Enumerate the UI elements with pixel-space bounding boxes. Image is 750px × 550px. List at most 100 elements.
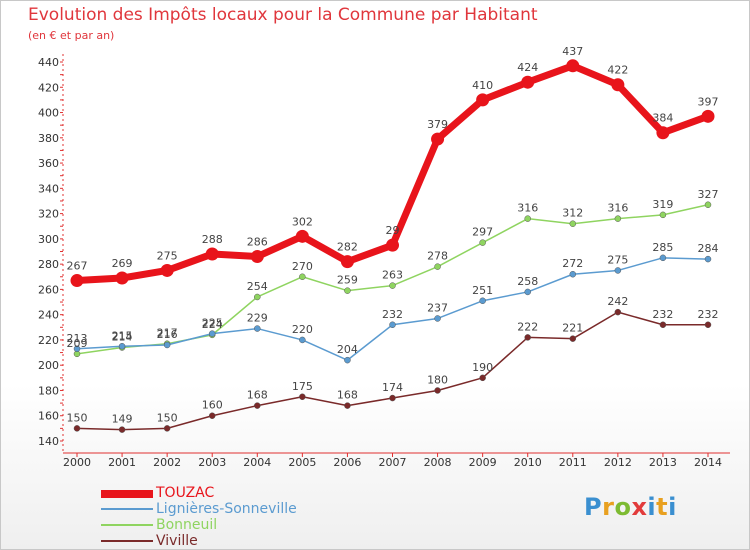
- data-label: 209: [67, 337, 88, 350]
- data-point: [118, 426, 126, 433]
- y-axis-ticks: 140 160 180 200 220 240 260 280 300 320 340 360 380 4…: [38, 56, 63, 448]
- data-label: 174: [382, 381, 403, 394]
- data-point: [208, 330, 216, 337]
- data-label: 316: [607, 202, 628, 215]
- data-point: [73, 425, 81, 432]
- data-label: 215: [112, 329, 133, 342]
- y-tick-label: 240: [38, 309, 59, 322]
- data-point: [479, 239, 486, 246]
- data-label: 217: [157, 327, 178, 340]
- x-tick-label: 2006: [333, 456, 361, 469]
- legend-label-viville: Viville: [156, 533, 198, 549]
- data-label: 286: [247, 236, 268, 249]
- data-label: 275: [157, 249, 178, 262]
- x-tick-label: 2010: [514, 456, 542, 469]
- data-point: [344, 356, 351, 364]
- data-label: 168: [247, 389, 268, 402]
- data-label: 216: [157, 328, 178, 341]
- series-touzac: [70, 59, 715, 288]
- data-label: 180: [427, 373, 448, 386]
- data-label: 222: [517, 320, 538, 333]
- data-point: [163, 425, 171, 432]
- series-layer: [70, 59, 715, 433]
- data-labels-layer: 150 149 150 160 168 175 168 174 180 190 222 221 242 2…: [67, 45, 719, 426]
- data-label: 327: [698, 188, 719, 201]
- data-point: [524, 334, 531, 341]
- data-point: [254, 325, 261, 332]
- y-tick-label: 260: [38, 283, 59, 296]
- data-point: [254, 402, 261, 409]
- data-label: 232: [652, 308, 673, 321]
- data-point: [614, 267, 622, 274]
- data-point: [299, 273, 306, 281]
- data-label: 258: [517, 275, 538, 288]
- data-point: [344, 287, 351, 294]
- data-point: [295, 229, 309, 243]
- data-point: [521, 75, 535, 89]
- data-label: 29: [386, 224, 400, 237]
- data-point: [659, 321, 667, 329]
- data-point: [389, 394, 396, 402]
- data-point: [659, 254, 667, 262]
- data-label: 397: [698, 95, 719, 108]
- data-label: 221: [562, 322, 583, 335]
- y-tick-label: 360: [38, 157, 59, 170]
- legend-label-touzac: TOUZAC: [156, 485, 215, 501]
- data-label: 275: [607, 253, 628, 266]
- x-tick-label: 2012: [604, 456, 632, 469]
- data-label: 150: [157, 411, 178, 424]
- data-label: 302: [292, 215, 313, 228]
- legend-swatch-viville: [101, 540, 153, 542]
- data-label: 214: [112, 331, 133, 344]
- data-label: 150: [67, 411, 88, 424]
- legend-swatch-bonneuil: [101, 524, 153, 526]
- x-tick-label: 2007: [379, 456, 407, 469]
- x-tick-label: 2005: [288, 456, 316, 469]
- y-tick-label: 300: [38, 233, 59, 246]
- x-tick-label: 2003: [198, 456, 226, 469]
- legend-label-bonneuil: Bonneuil: [156, 517, 218, 533]
- data-label: 190: [472, 361, 493, 374]
- data-label: 160: [202, 399, 223, 412]
- data-point: [340, 255, 354, 269]
- data-point: [434, 263, 441, 270]
- y-tick-label: 140: [38, 435, 59, 448]
- x-tick-label: 2000: [63, 456, 91, 469]
- data-point: [701, 109, 715, 123]
- x-tick-label: 2009: [469, 456, 497, 469]
- series-viville: [73, 308, 712, 433]
- x-tick-label: 2002: [153, 456, 181, 469]
- data-label: 278: [427, 250, 448, 263]
- data-label: 254: [247, 280, 268, 293]
- data-label: 270: [292, 260, 313, 273]
- data-label: 220: [292, 323, 313, 336]
- data-label: 288: [202, 233, 223, 246]
- data-label: 224: [202, 318, 223, 331]
- data-label: 204: [337, 343, 358, 356]
- data-point: [614, 308, 622, 316]
- data-label: 316: [517, 202, 538, 215]
- data-point: [569, 270, 577, 278]
- data-label: 319: [652, 198, 673, 211]
- data-point: [614, 215, 622, 222]
- data-point: [479, 374, 486, 382]
- data-label: 232: [382, 308, 403, 321]
- data-point: [479, 297, 486, 305]
- proxiti-logo: Proxiti: [584, 493, 677, 521]
- data-label: 272: [562, 257, 583, 270]
- data-label: 251: [472, 284, 493, 297]
- y-tick-label: 220: [38, 334, 59, 347]
- data-label: 422: [607, 64, 628, 77]
- data-label: 168: [337, 389, 358, 402]
- data-point: [476, 93, 490, 107]
- data-label: 242: [607, 295, 628, 308]
- data-point: [569, 335, 577, 342]
- data-label: 229: [247, 312, 268, 325]
- data-point: [704, 321, 712, 329]
- data-label: 437: [562, 45, 583, 58]
- data-point: [70, 274, 84, 288]
- data-point: [344, 402, 351, 409]
- data-point: [73, 345, 81, 353]
